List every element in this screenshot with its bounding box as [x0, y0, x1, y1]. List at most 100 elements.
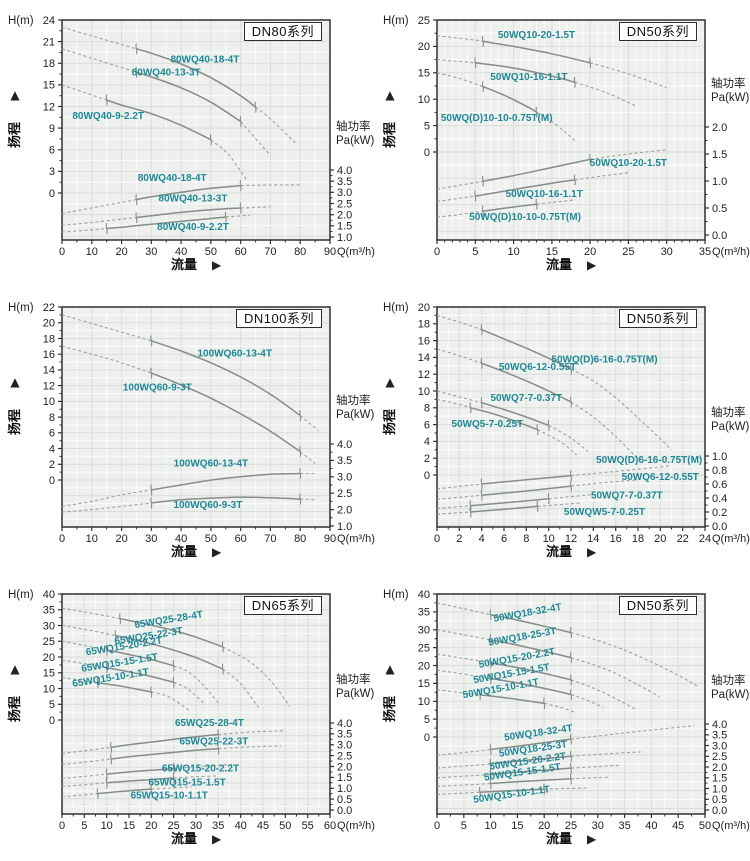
svg-text:▲: ▲ — [10, 88, 20, 102]
curve-dashed-segment — [436, 669, 491, 679]
svg-text:9: 9 — [49, 123, 55, 135]
svg-text:10: 10 — [101, 820, 113, 832]
curve-dashed-segment — [61, 624, 116, 637]
curve-break-mark — [535, 198, 538, 210]
curve-break-mark — [543, 783, 546, 795]
svg-text:35: 35 — [418, 607, 430, 619]
curve-break-mark — [110, 753, 113, 765]
svg-text:0: 0 — [434, 533, 440, 545]
svg-text:3.5: 3.5 — [337, 455, 352, 467]
curve-label: 100WQ60-13-4T — [197, 349, 271, 360]
svg-text:3.5: 3.5 — [337, 176, 352, 188]
curve-dashed-segment — [61, 773, 107, 780]
svg-text:Pa(kW): Pa(kW) — [711, 92, 750, 104]
chart-cell-dn65: 0 5 10 15 20 25 30 35 40 H(m) ▲ 扬程 0 5 10 15 20 25 30 35 40 4… — [0, 574, 375, 861]
svg-text:30: 30 — [418, 625, 430, 637]
curve-dashed-segment — [61, 489, 152, 507]
svg-text:扬程: 扬程 — [7, 696, 22, 722]
curve-break-mark — [570, 750, 572, 762]
svg-text:2: 2 — [49, 459, 55, 471]
curve-label: 100WQ60-9-3T — [173, 500, 242, 511]
svg-text:3.5: 3.5 — [337, 729, 352, 741]
curve-solid-segment — [481, 474, 572, 485]
curve-dashed-segment — [436, 494, 482, 500]
svg-text:1.0: 1.0 — [712, 783, 727, 795]
svg-text:Q(m³/h): Q(m³/h) — [712, 820, 750, 832]
curve-dashed-segment — [299, 415, 319, 431]
svg-text:35: 35 — [43, 605, 55, 617]
chart-cell-dn100: 0 2 4 6 8 10 12 14 16 18 20 22 H(m) ▲ 扬程 0 10 20 30 40 50 60 7… — [0, 287, 375, 574]
svg-text:25: 25 — [565, 820, 577, 832]
svg-text:80: 80 — [294, 246, 306, 258]
axes: 0 3 6 9 12 15 18 21 24 H(m) ▲ 扬程 0 10 20 30 40 50 60 70 80 90… — [7, 15, 375, 272]
curve-break-mark — [536, 500, 539, 512]
curve-break-mark — [573, 174, 576, 186]
svg-text:1.0: 1.0 — [337, 783, 352, 795]
curve-label: 80WQ40-18-4T — [170, 55, 239, 66]
svg-text:35: 35 — [212, 820, 224, 832]
curve-dashed-segment — [61, 314, 152, 342]
curve-break-mark — [481, 80, 484, 93]
curve-break-mark — [239, 202, 242, 214]
curve-solid-segment — [470, 407, 538, 431]
curve-solid-segment — [482, 40, 591, 64]
svg-text:4.0: 4.0 — [337, 439, 352, 451]
curve-break-mark — [570, 363, 572, 375]
series-label-box: DN50系列 — [618, 22, 697, 41]
svg-text:16: 16 — [418, 335, 430, 347]
curve-dashed-segment — [240, 184, 301, 187]
curve-break-mark — [570, 733, 572, 745]
svg-text:12: 12 — [565, 533, 577, 545]
svg-text:流量: 流量 — [171, 257, 197, 272]
svg-text:10: 10 — [543, 533, 555, 545]
curve-break-mark — [135, 211, 138, 224]
svg-text:4: 4 — [49, 443, 55, 455]
series-label-box: DN50系列 — [618, 309, 697, 328]
curve-break-mark — [481, 175, 484, 187]
curve-label: 50WQ(D)10-10-0.75T(M) — [441, 113, 553, 124]
head-curves: 50WQ10-20-1.5T 50WQ10-16-1.1T 50WQ(D)10-10… — [436, 30, 667, 141]
svg-text:45: 45 — [672, 820, 684, 832]
curve-dashed-segment — [436, 629, 491, 641]
svg-text:15: 15 — [418, 68, 430, 80]
curve-break-mark — [480, 357, 483, 369]
curve-dashed-segment — [544, 702, 577, 714]
plot-area — [61, 306, 331, 528]
svg-text:8: 8 — [424, 403, 430, 415]
curve-dashed-segment — [61, 26, 137, 50]
curve-solid-segment — [136, 207, 241, 219]
svg-text:90: 90 — [324, 533, 336, 545]
curve-solid-segment — [490, 613, 572, 634]
svg-text:35: 35 — [618, 820, 630, 832]
curve-dashed-segment — [436, 791, 480, 796]
svg-text:2: 2 — [424, 453, 430, 465]
curve-solid-segment — [106, 767, 174, 775]
curve-break-mark — [489, 743, 492, 756]
curve-label: 50WQW5-7-0.25T — [564, 507, 645, 518]
series-label-box: DN100系列 — [236, 309, 322, 328]
curve-break-mark — [254, 101, 257, 113]
svg-text:15: 15 — [546, 246, 558, 258]
curve-dashed-segment — [436, 72, 484, 88]
svg-text:0: 0 — [49, 715, 55, 727]
svg-text:1.0: 1.0 — [337, 521, 352, 533]
curve-break-mark — [589, 153, 592, 165]
svg-text:0: 0 — [49, 475, 55, 487]
curve-label: 80WQ40-9-2.2T — [72, 111, 144, 122]
curve-break-mark — [480, 324, 483, 336]
curve-dashed-segment — [570, 776, 609, 780]
svg-text:18: 18 — [418, 319, 430, 331]
curve-break-mark — [570, 674, 572, 686]
curve-break-mark — [570, 652, 572, 664]
curve-dashed-segment — [436, 483, 482, 490]
curve-dashed-segment — [570, 368, 672, 451]
svg-text:H(m): H(m) — [8, 15, 34, 27]
svg-text:Q(m³/h): Q(m³/h) — [712, 533, 750, 545]
curve-break-mark — [224, 211, 227, 223]
curve-break-mark — [96, 677, 99, 689]
curve-solid-segment — [490, 639, 572, 659]
svg-text:0: 0 — [49, 188, 55, 200]
svg-text:40: 40 — [175, 533, 187, 545]
svg-text:5: 5 — [424, 714, 430, 726]
